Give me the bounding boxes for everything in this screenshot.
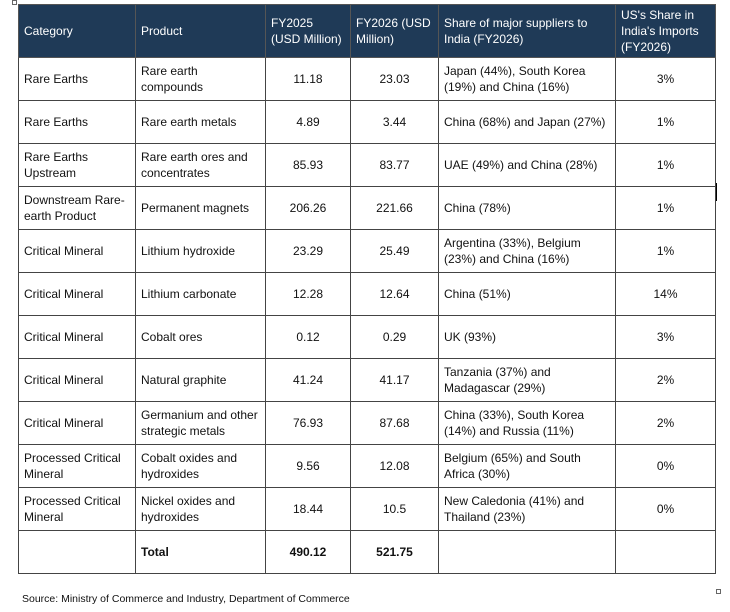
cell-product: Lithium hydroxide — [135, 229, 266, 273]
cell-fy2026: 12.08 — [350, 444, 439, 488]
total-row: Total 490.12 521.75 — [18, 530, 716, 574]
cell-fy2026: 23.03 — [350, 57, 439, 101]
text-cursor — [716, 183, 717, 201]
cell-fy2026: 221.66 — [350, 186, 439, 230]
cell-category: Processed Critical Mineral — [18, 444, 136, 488]
cell-fy2025: 18.44 — [265, 487, 351, 531]
table-row: Downstream Rare-earth Product Permanent … — [18, 186, 716, 230]
table-row: Rare Earths Rare earth compounds 11.18 2… — [18, 57, 716, 101]
table-row: Critical Mineral Lithium hydroxide 23.29… — [18, 229, 716, 273]
cell-us-share: 1% — [615, 229, 716, 273]
cell-category: Critical Mineral — [18, 358, 136, 402]
cell-category: Rare Earths — [18, 57, 136, 101]
cell-suppliers: Tanzania (37%) and Madagascar (29%) — [438, 358, 616, 402]
table-row: Critical Mineral Lithium carbonate 12.28… — [18, 272, 716, 316]
cell-us-share: 0% — [615, 444, 716, 488]
source-note: Source: Ministry of Commerce and Industr… — [22, 593, 350, 605]
table-row: Rare Earths Rare earth metals 4.89 3.44 … — [18, 100, 716, 144]
cell-fy2025: 11.18 — [265, 57, 351, 101]
cell-fy2025: 206.26 — [265, 186, 351, 230]
table-row: Critical Mineral Natural graphite 41.24 … — [18, 358, 716, 402]
cell-fy2026: 0.29 — [350, 315, 439, 359]
header-fy2025: FY2025 (USD Million) — [265, 4, 351, 58]
cell-product: Germanium and other strategic metals — [135, 401, 266, 445]
cell-fy2025: 0.12 — [265, 315, 351, 359]
cell-us-share: 3% — [615, 315, 716, 359]
cell-suppliers: Belgium (65%) and South Africa (30%) — [438, 444, 616, 488]
cell-product: Cobalt ores — [135, 315, 266, 359]
cell-total-label: Total — [135, 530, 266, 574]
cell-suppliers: China (33%), South Korea (14%) and Russi… — [438, 401, 616, 445]
cell-empty — [18, 530, 136, 574]
cell-fy2025: 23.29 — [265, 229, 351, 273]
cell-product: Lithium carbonate — [135, 272, 266, 316]
cell-suppliers: Argentina (33%), Belgium (23%) and China… — [438, 229, 616, 273]
cell-us-share: 1% — [615, 143, 716, 187]
cell-total-fy2025: 490.12 — [265, 530, 351, 574]
cell-fy2025: 12.28 — [265, 272, 351, 316]
cell-suppliers: New Caledonia (41%) and Thailand (23%) — [438, 487, 616, 531]
cell-category: Critical Mineral — [18, 272, 136, 316]
cell-us-share: 1% — [615, 100, 716, 144]
cell-us-share: 0% — [615, 487, 716, 531]
cell-fy2025: 85.93 — [265, 143, 351, 187]
table-row: Rare Earths Upstream Rare earth ores and… — [18, 143, 716, 187]
cell-product: Permanent magnets — [135, 186, 266, 230]
cell-fy2025: 4.89 — [265, 100, 351, 144]
cell-fy2025: 9.56 — [265, 444, 351, 488]
cell-fy2026: 10.5 — [350, 487, 439, 531]
move-handle[interactable] — [12, 0, 17, 5]
table-row: Critical Mineral Germanium and other str… — [18, 401, 716, 445]
cell-us-share: 1% — [615, 186, 716, 230]
cell-total-fy2026: 521.75 — [350, 530, 439, 574]
table-row: Critical Mineral Cobalt ores 0.12 0.29 U… — [18, 315, 716, 359]
cell-suppliers: China (78%) — [438, 186, 616, 230]
cell-us-share: 2% — [615, 358, 716, 402]
resize-handle[interactable] — [716, 589, 721, 594]
cell-product: Rare earth compounds — [135, 57, 266, 101]
cell-fy2025: 76.93 — [265, 401, 351, 445]
cell-suppliers: UK (93%) — [438, 315, 616, 359]
header-fy2026: FY2026 (USD Million) — [350, 4, 439, 58]
cell-product: Rare earth ores and concentrates — [135, 143, 266, 187]
cell-category: Critical Mineral — [18, 315, 136, 359]
cell-category: Processed Critical Mineral — [18, 487, 136, 531]
cell-category: Downstream Rare-earth Product — [18, 186, 136, 230]
cell-product: Natural graphite — [135, 358, 266, 402]
cell-fy2026: 3.44 — [350, 100, 439, 144]
table-header-row: Category Product FY2025 (USD Million) FY… — [18, 4, 716, 58]
cell-fy2026: 41.17 — [350, 358, 439, 402]
cell-fy2025: 41.24 — [265, 358, 351, 402]
header-product: Product — [135, 4, 266, 58]
cell-fy2026: 12.64 — [350, 272, 439, 316]
cell-suppliers: Japan (44%), South Korea (19%) and China… — [438, 57, 616, 101]
cell-empty — [615, 530, 716, 574]
header-category: Category — [18, 4, 136, 58]
cell-us-share: 3% — [615, 57, 716, 101]
cell-product: Cobalt oxides and hydroxides — [135, 444, 266, 488]
table-row: Processed Critical Mineral Cobalt oxides… — [18, 444, 716, 488]
cell-product: Rare earth metals — [135, 100, 266, 144]
cell-fy2026: 25.49 — [350, 229, 439, 273]
cell-fy2026: 87.68 — [350, 401, 439, 445]
cell-suppliers: UAE (49%) and China (28%) — [438, 143, 616, 187]
cell-category: Rare Earths — [18, 100, 136, 144]
cell-empty — [438, 530, 616, 574]
cell-fy2026: 83.77 — [350, 143, 439, 187]
cell-suppliers: China (68%) and Japan (27%) — [438, 100, 616, 144]
cell-suppliers: China (51%) — [438, 272, 616, 316]
cell-us-share: 2% — [615, 401, 716, 445]
cell-product: Nickel oxides and hydroxides — [135, 487, 266, 531]
cell-category: Rare Earths Upstream — [18, 143, 136, 187]
cell-category: Critical Mineral — [18, 401, 136, 445]
table-row: Processed Critical Mineral Nickel oxides… — [18, 487, 716, 531]
header-us-share: US's Share in India's Imports (FY2026) — [615, 4, 716, 58]
imports-table: Category Product FY2025 (USD Million) FY… — [18, 4, 716, 574]
header-suppliers: Share of major suppliers to India (FY202… — [438, 4, 616, 58]
cell-category: Critical Mineral — [18, 229, 136, 273]
imports-table-container: Category Product FY2025 (USD Million) FY… — [18, 4, 716, 574]
cell-us-share: 14% — [615, 272, 716, 316]
